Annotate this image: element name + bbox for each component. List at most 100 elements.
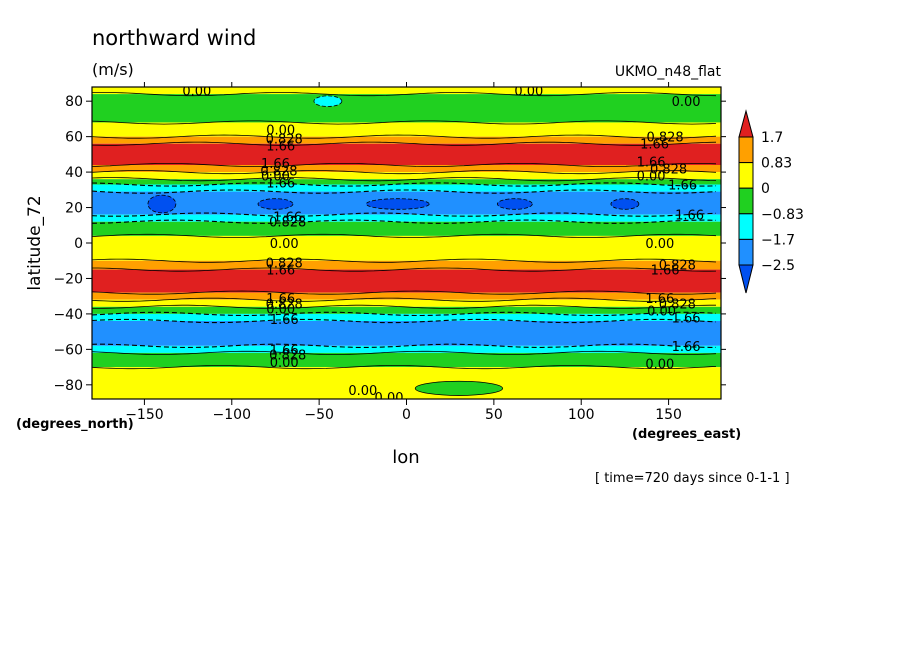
band-16 — [92, 299, 721, 307]
patch-6 — [414, 380, 503, 396]
band-14 — [92, 269, 721, 293]
band-8 — [92, 184, 721, 192]
patch-3 — [496, 198, 533, 210]
plot-area: 0.00 0.000.000.000.8281.660.8281.661.660.… — [92, 87, 721, 399]
y-tick-label: 20 — [65, 201, 83, 217]
contour-label-8: 1.66 — [261, 157, 290, 172]
patch-4 — [610, 198, 640, 210]
colorbar-box-3 — [738, 213, 754, 240]
patch-0 — [147, 194, 177, 214]
chart-title: northward wind — [92, 26, 256, 50]
contour-label-28: 1.66 — [270, 313, 299, 328]
time-note: [ time=720 days since 0-1-1 ] — [595, 471, 790, 486]
band-0 — [92, 87, 721, 95]
x-axis: −150 −100 −50 0 50 100 150 — [125, 82, 682, 423]
contour-label-3: 0.00 — [266, 124, 295, 139]
y-tick-label: 60 — [65, 130, 83, 146]
contour-label-4: 0.828 — [266, 132, 303, 147]
contour-label-34: 0.828 — [269, 349, 306, 364]
x-tick-label: −150 — [125, 407, 163, 423]
contour-label-6: 0.828 — [646, 131, 683, 146]
contour-label-33: 1.66 — [270, 343, 299, 358]
y-tick-label: 80 — [65, 94, 83, 110]
contour-label-26: 0.828 — [266, 297, 303, 312]
x-tick-label: 150 — [655, 407, 682, 423]
colorbar-label: −1.7 — [761, 232, 795, 248]
x-tick-label: −100 — [213, 407, 251, 423]
contour-label-19: 0.00 — [270, 237, 299, 252]
contour-label-13: 0.828 — [650, 163, 687, 178]
colorbar-box-4 — [738, 238, 754, 266]
y-tick-label: −60 — [53, 342, 83, 358]
y-tick-label: −80 — [53, 378, 83, 394]
band-7 — [92, 179, 721, 185]
band-10 — [92, 214, 721, 222]
colorbar-box-0 — [738, 136, 754, 164]
contour-label-37: 0.00 — [645, 358, 674, 373]
band-22 — [92, 367, 721, 399]
contour-label-17: 0.828 — [269, 216, 306, 231]
colorbar-box-1 — [738, 162, 754, 189]
colorbar-label: −2.5 — [761, 258, 795, 274]
model-label: UKMO_n48_flat — [615, 64, 722, 80]
band-5 — [92, 165, 721, 173]
contour-label-31: 0.00 — [647, 304, 676, 319]
contour-label-23: 0.828 — [659, 258, 696, 273]
contour-label-27: 0.00 — [266, 303, 295, 318]
band-20 — [92, 345, 721, 353]
contour-label-11: 1.66 — [266, 177, 295, 192]
contour-label-36: 1.66 — [672, 340, 701, 355]
contour-label-25: 1.66 — [266, 292, 295, 307]
y-units-label: (degrees_north) — [16, 417, 134, 432]
band-18 — [92, 313, 721, 321]
x-tick-label: 0 — [402, 407, 411, 423]
patch-5 — [313, 95, 343, 107]
band-2 — [92, 122, 721, 137]
colorbar: 1.7 0.83 0 −0.83 −1.7 −2.5 — [738, 109, 804, 294]
colorbar-label: 0 — [761, 181, 770, 197]
band-15 — [92, 292, 721, 300]
contour-label-12: 1.66 — [637, 155, 666, 170]
colorbar-top-arrow — [738, 109, 754, 138]
contour-label-15: 1.66 — [668, 179, 697, 194]
y-tick-label: −20 — [53, 271, 83, 287]
patch-2 — [365, 198, 430, 210]
band-12 — [92, 235, 721, 261]
y-tick-label: 0 — [74, 236, 83, 252]
units-label: (m/s) — [92, 60, 134, 79]
contour-label-24: 1.66 — [651, 264, 680, 279]
contour-label-5: 1.66 — [266, 140, 295, 155]
colorbar-label: 1.7 — [761, 130, 783, 146]
band-3 — [92, 136, 721, 144]
y-axis-label: latitude_72 — [25, 195, 45, 290]
x-tick-label: 50 — [485, 407, 503, 423]
x-axis-label: lon — [392, 447, 419, 468]
y-tick-label: 40 — [65, 165, 83, 181]
contour-label-22: 1.66 — [266, 264, 295, 279]
x-tick-label: 100 — [568, 407, 595, 423]
band-1 — [92, 94, 721, 123]
contour-label-35: 0.00 — [270, 356, 299, 371]
contour-label-16: 1.66 — [273, 210, 302, 225]
contour-label-29: 1.66 — [645, 292, 674, 307]
band-11 — [92, 221, 721, 236]
contour-label-14: 0.00 — [637, 170, 666, 185]
y-axis: −80 −60 −40 −20 0 20 40 60 80 — [53, 94, 726, 394]
x-tick-label: −50 — [304, 407, 334, 423]
colorbar-label: −0.83 — [761, 207, 804, 223]
contour-label-9: 0.828 — [260, 164, 297, 179]
x-units-label: (degrees_east) — [632, 427, 741, 442]
band-21 — [92, 352, 721, 368]
band-6 — [92, 172, 721, 180]
y-tick-label: −40 — [53, 307, 83, 323]
contour-label-2: 0.00 — [672, 95, 701, 110]
colorbar-label: 0.83 — [761, 156, 792, 172]
contour-lines — [92, 92, 717, 370]
colorbar-bottom-arrow — [738, 264, 754, 294]
contour-label-30: 0.828 — [659, 297, 696, 312]
colorbar-box-2 — [738, 187, 754, 215]
contour-label-20: 0.00 — [645, 237, 674, 252]
contour-label-21: 0.828 — [266, 257, 303, 272]
contour-label-18: 1.66 — [675, 209, 704, 224]
